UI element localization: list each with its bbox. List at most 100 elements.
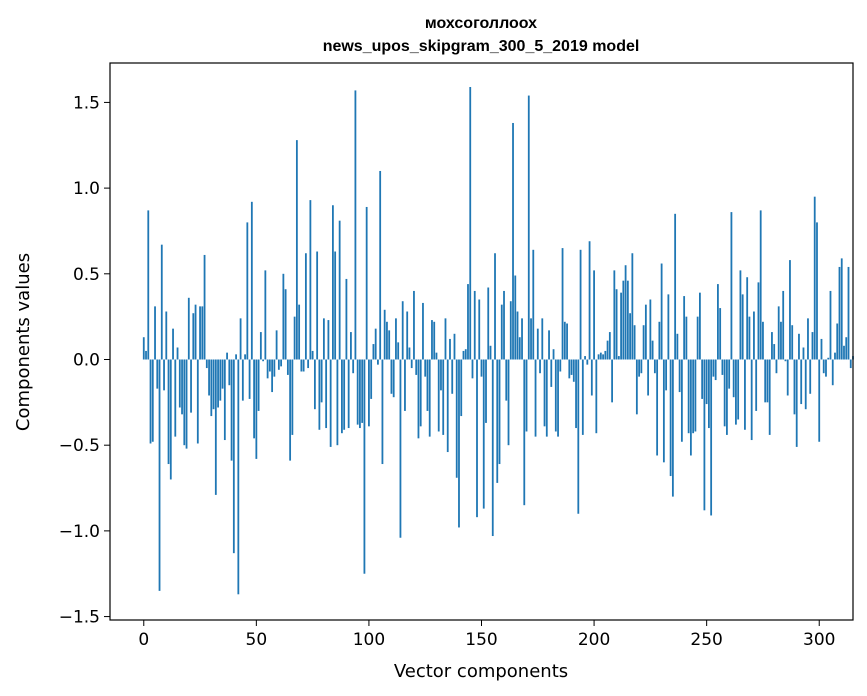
bar-component-251 xyxy=(708,359,710,429)
bar-component-110 xyxy=(390,359,393,394)
bar-component-106 xyxy=(381,359,384,465)
bar-component-135 xyxy=(446,359,449,453)
bar-component-48 xyxy=(250,201,253,360)
bar-component-222 xyxy=(642,325,645,360)
bar-component-259 xyxy=(726,359,728,435)
bar-component-275 xyxy=(762,321,764,360)
bar-component-112 xyxy=(395,318,397,360)
bar-component-165 xyxy=(514,275,517,360)
bar-component-176 xyxy=(539,359,541,374)
y-tick-label: 0.5 xyxy=(73,265,100,285)
bar-component-145 xyxy=(469,86,472,360)
bar-component-262 xyxy=(732,359,735,398)
bar-component-149 xyxy=(478,299,481,360)
bar-component-137 xyxy=(451,359,454,394)
bar-component-104 xyxy=(377,359,379,365)
bar-component-61 xyxy=(280,359,283,367)
bar-component-50 xyxy=(255,359,258,459)
bar-component-24 xyxy=(196,359,199,444)
bar-component-44 xyxy=(241,359,244,401)
bar-component-23 xyxy=(194,304,197,360)
bar-component-239 xyxy=(680,359,683,442)
bar-component-208 xyxy=(611,359,613,403)
bar-component-155 xyxy=(491,359,494,537)
bar-component-197 xyxy=(586,359,589,365)
bar-component-27 xyxy=(203,254,206,360)
bar-component-254 xyxy=(714,359,717,381)
bar-component-8 xyxy=(160,244,163,360)
bar-component-180 xyxy=(548,330,550,360)
bar-component-107 xyxy=(383,309,386,360)
bar-component-14 xyxy=(174,359,177,437)
bar-component-74 xyxy=(309,200,312,360)
bar-component-77 xyxy=(316,251,319,360)
bar-component-235 xyxy=(671,359,674,497)
bar-component-116 xyxy=(404,359,406,411)
bar-component-109 xyxy=(388,330,391,360)
bar-component-90 xyxy=(345,278,348,360)
bar-component-293 xyxy=(802,347,805,360)
bar-component-103 xyxy=(374,328,377,360)
bar-component-278 xyxy=(768,359,771,435)
bar-component-29 xyxy=(208,359,210,396)
bar-component-125 xyxy=(424,359,427,377)
bar-component-289 xyxy=(793,359,796,415)
y-tick-label: −1.5 xyxy=(59,608,100,628)
bar-component-164 xyxy=(512,122,514,360)
bar-component-87 xyxy=(338,220,341,360)
bar-component-218 xyxy=(633,325,636,360)
bar-component-113 xyxy=(397,342,400,360)
bar-component-196 xyxy=(584,356,586,360)
bar-component-32 xyxy=(214,359,217,495)
bar-component-263 xyxy=(735,359,737,425)
bar-component-151 xyxy=(482,359,485,509)
bar-component-71 xyxy=(302,359,305,372)
y-tick-label: −1.0 xyxy=(59,522,100,542)
bar-component-4 xyxy=(151,359,154,442)
bar-component-93 xyxy=(352,359,355,374)
bar-component-244 xyxy=(692,359,695,434)
bar-component-171 xyxy=(527,95,530,360)
bar-component-138 xyxy=(453,333,456,360)
bar-component-309 xyxy=(838,266,841,360)
bar-component-0 xyxy=(142,337,145,360)
bar-component-136 xyxy=(449,338,451,360)
bar-component-83 xyxy=(329,359,332,447)
bar-component-175 xyxy=(536,328,539,360)
bar-component-173 xyxy=(532,249,535,360)
bar-component-265 xyxy=(739,270,742,360)
bar-component-99 xyxy=(365,206,368,360)
plot-frame xyxy=(109,62,854,621)
bar-component-274 xyxy=(759,210,762,360)
bar-component-224 xyxy=(647,359,650,396)
bar-component-228 xyxy=(656,359,659,456)
bar-component-223 xyxy=(644,304,647,360)
x-tick-label: 150 xyxy=(465,630,497,650)
bar-component-97 xyxy=(361,359,364,423)
bar-component-167 xyxy=(518,337,521,360)
bar-component-105 xyxy=(379,170,382,360)
bar-component-179 xyxy=(545,359,548,437)
bar-component-250 xyxy=(705,359,708,405)
bar-component-185 xyxy=(559,359,562,372)
bar-component-16 xyxy=(178,359,181,408)
bar-component-122 xyxy=(417,359,420,439)
bar-component-123 xyxy=(419,359,422,427)
x-axis-label: Vector components xyxy=(394,661,568,682)
bar-component-231 xyxy=(662,359,665,463)
bar-component-264 xyxy=(737,359,740,420)
bar-component-283 xyxy=(780,321,782,360)
chart-title-line-2: news_upos_skipgram_300_5_2019 model xyxy=(323,38,640,55)
bar-component-19 xyxy=(185,359,188,449)
bar-component-234 xyxy=(669,359,672,477)
bar-component-292 xyxy=(800,359,803,405)
bar-component-10 xyxy=(165,311,168,360)
bar-component-95 xyxy=(356,359,359,425)
bar-component-73 xyxy=(307,359,310,369)
bar-component-200 xyxy=(593,270,595,360)
bar-component-213 xyxy=(622,280,625,360)
bar-component-300 xyxy=(818,359,821,442)
bar-component-144 xyxy=(467,284,469,360)
bar-component-168 xyxy=(521,318,523,360)
bar-component-89 xyxy=(343,359,346,430)
